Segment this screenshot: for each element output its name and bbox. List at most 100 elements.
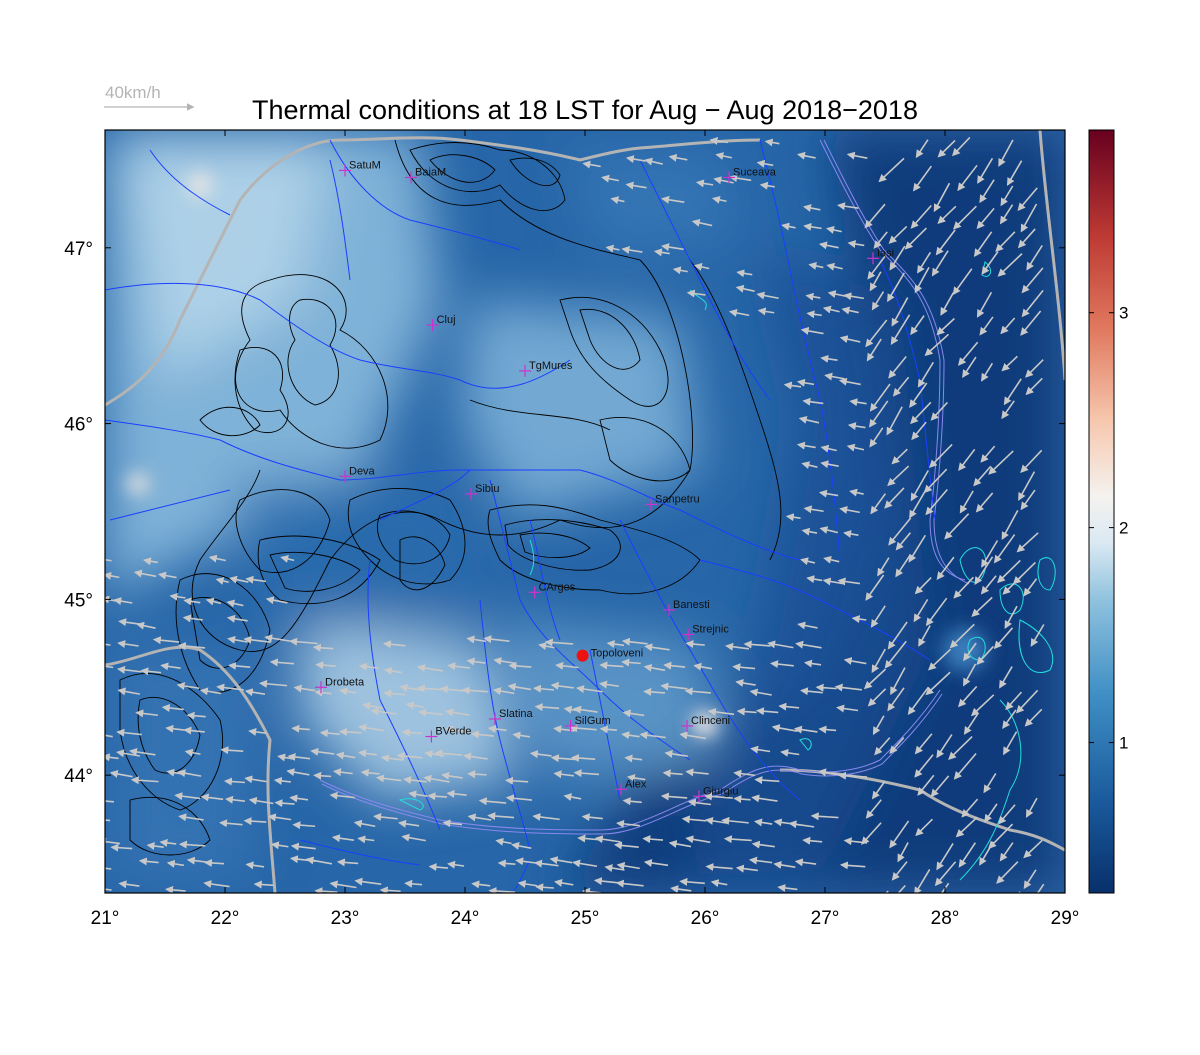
wind-arrow bbox=[216, 683, 244, 692]
wind-arrow bbox=[836, 704, 859, 713]
wind-arrow bbox=[764, 138, 780, 147]
wind-arrow bbox=[801, 461, 818, 470]
wind-arrow bbox=[401, 728, 423, 737]
wind-arrow bbox=[910, 401, 932, 425]
colorbar-ticks: 1 2 3 bbox=[1089, 304, 1128, 753]
wind-arrow bbox=[182, 614, 203, 623]
wind-arrow bbox=[931, 250, 949, 277]
wind-arrow bbox=[890, 667, 906, 696]
wind-arrow bbox=[417, 664, 444, 672]
wind-arrow bbox=[685, 640, 705, 649]
wind-arrow bbox=[146, 842, 164, 850]
city-label: Alex bbox=[625, 778, 647, 790]
wind-arrow bbox=[274, 799, 295, 808]
wind-arrow bbox=[756, 707, 779, 716]
wind-arrow bbox=[329, 791, 355, 800]
x-tick-label: 23° bbox=[331, 908, 360, 929]
wind-arrow bbox=[270, 841, 289, 850]
wind-arrow bbox=[998, 804, 1016, 825]
wind-arrow bbox=[1018, 471, 1036, 501]
wind-arrow bbox=[661, 243, 684, 252]
wind-arrow bbox=[314, 688, 332, 697]
wind-arrow bbox=[974, 556, 994, 585]
wind-arrow bbox=[798, 416, 820, 424]
wind-arrow bbox=[605, 244, 620, 253]
wind-arrow bbox=[949, 623, 975, 649]
wind-arrow bbox=[573, 769, 600, 778]
wind-arrow bbox=[935, 229, 956, 256]
wind-arrow bbox=[980, 575, 997, 595]
wind-arrow bbox=[488, 887, 516, 893]
wind-arrow bbox=[983, 773, 997, 794]
city-label: Sibiu bbox=[475, 483, 499, 495]
wind-arrow bbox=[293, 684, 316, 693]
wind-arrow bbox=[751, 840, 775, 849]
wind-arrow bbox=[664, 749, 688, 758]
wind-arrow bbox=[613, 841, 639, 850]
wind-arrow bbox=[569, 724, 597, 733]
wind-arrow bbox=[428, 863, 449, 872]
wind-arrow bbox=[709, 136, 728, 145]
wind-arrow bbox=[292, 821, 316, 830]
wind-arrow bbox=[691, 218, 713, 227]
wind-arrow bbox=[338, 727, 362, 736]
wind-arrow bbox=[995, 231, 1016, 253]
city-markers: SatuM BaiaM Suceava Iasi Cluj TgMures Deva Sibi… bbox=[315, 159, 894, 803]
wind-arrow bbox=[1023, 578, 1038, 597]
city-marker: BaiaM bbox=[405, 166, 446, 184]
wind-arrow bbox=[621, 658, 641, 667]
wind-arrow bbox=[313, 771, 332, 780]
wind-arrow bbox=[183, 597, 201, 606]
wind-arrow bbox=[963, 713, 979, 735]
wind-arrow bbox=[1015, 689, 1039, 714]
terrain-contours bbox=[119, 139, 782, 856]
wind-arrow bbox=[895, 532, 912, 551]
wind-arrow bbox=[799, 687, 823, 696]
wind-arrow bbox=[305, 856, 333, 865]
wind-arrow bbox=[244, 775, 267, 784]
wind-arrow bbox=[887, 687, 905, 712]
wind-arrow bbox=[553, 770, 575, 779]
wind-arrow bbox=[887, 272, 905, 303]
wind-arrow bbox=[511, 841, 532, 850]
wind-arrow bbox=[796, 441, 816, 450]
wind-arrow bbox=[1003, 731, 1018, 756]
wind-arrow bbox=[925, 488, 948, 516]
wind-arrow bbox=[183, 726, 205, 735]
wind-arrow bbox=[159, 838, 177, 847]
wind-arrow bbox=[841, 306, 859, 315]
wind-arrow bbox=[534, 703, 560, 712]
wind-arrow bbox=[176, 682, 200, 690]
wind-arrow bbox=[643, 687, 666, 696]
wind-arrow bbox=[971, 596, 993, 617]
wind-arrow bbox=[312, 643, 334, 652]
city-label: SatuM bbox=[349, 159, 381, 171]
wind-arrow bbox=[843, 657, 867, 665]
highlight-marker bbox=[576, 649, 589, 662]
wind-arrow bbox=[515, 857, 537, 866]
wind-arrow bbox=[928, 648, 952, 671]
wind-arrow bbox=[555, 661, 579, 670]
wind-arrow bbox=[962, 356, 977, 379]
wind-arrow bbox=[999, 842, 1014, 862]
wind-arrow bbox=[248, 727, 267, 736]
wind-arrow bbox=[362, 701, 383, 710]
wind-arrow bbox=[532, 812, 560, 821]
map-area bbox=[105, 130, 1065, 893]
wind-arrow bbox=[379, 886, 401, 893]
wind-arrow bbox=[116, 728, 142, 737]
wind-arrow bbox=[803, 222, 822, 231]
wind-arrow bbox=[203, 880, 230, 888]
wind-arrow bbox=[693, 662, 713, 671]
wind-arrow bbox=[445, 725, 470, 734]
city-marker: CArges bbox=[528, 581, 576, 599]
wind-arrow bbox=[781, 222, 796, 231]
wind-arrow bbox=[109, 770, 133, 778]
wind-arrow bbox=[434, 749, 463, 758]
x-tick-label: 24° bbox=[451, 908, 480, 929]
wind-arrow bbox=[897, 842, 909, 863]
wind-arrow bbox=[615, 879, 644, 888]
wind-arrow bbox=[771, 724, 798, 732]
wind-arrow bbox=[910, 204, 932, 229]
